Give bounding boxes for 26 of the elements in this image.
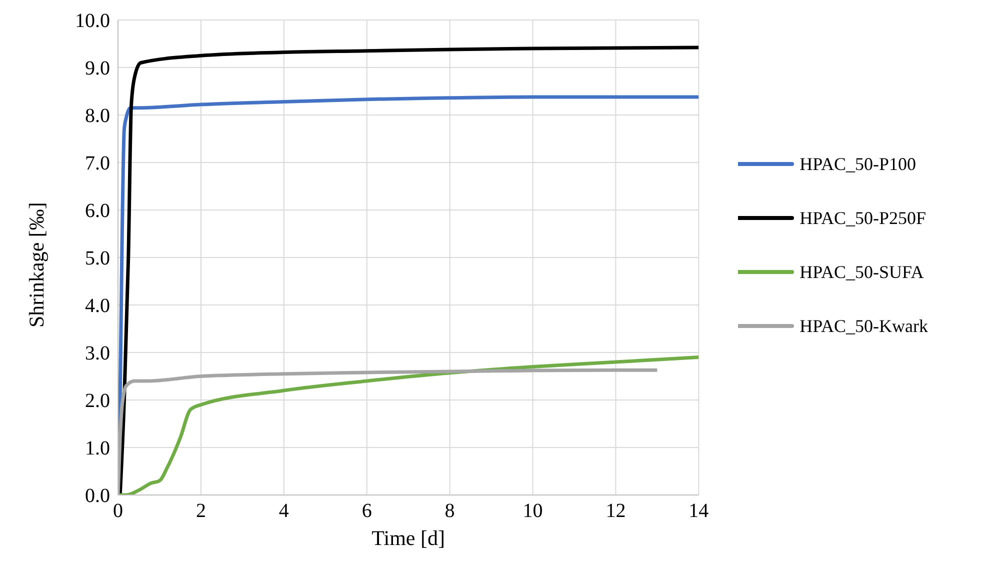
legend-label: HPAC_50-Kwark [800, 316, 928, 336]
y-tick-label: 9.0 [85, 58, 110, 80]
y-tick-label: 10.0 [75, 10, 110, 32]
x-tick-label: 2 [196, 500, 206, 522]
y-tick-label: 0.0 [85, 485, 110, 508]
x-axis-title: Time [d] [372, 526, 445, 550]
x-tick-label: 10 [522, 500, 543, 522]
y-tick-label: 1.0 [85, 438, 110, 460]
legend-label: HPAC_50-P100 [800, 154, 916, 174]
x-tick-label: 12 [606, 500, 626, 522]
line-series [118, 368, 659, 495]
y-tick-label: 4.0 [85, 295, 110, 318]
y-tick-label: 8.0 [85, 105, 110, 128]
x-tick-label: 6 [362, 500, 372, 522]
x-tick-label: 4 [278, 500, 289, 522]
y-tick-label: 7.0 [85, 152, 110, 175]
x-tick-label: 0 [113, 500, 123, 522]
y-tick-label: 3.0 [85, 342, 110, 365]
legend-label: HPAC_50-P250F [800, 208, 926, 228]
legend-label: HPAC_50-SUFA [800, 262, 924, 282]
x-tick-label: 8 [444, 500, 455, 522]
y-tick-label: 6.0 [85, 200, 110, 222]
y-axis-title: Shrinkage [‰] [24, 202, 48, 328]
y-tick-label: 2.0 [85, 390, 110, 412]
x-tick-label: 14 [688, 500, 709, 522]
y-tick-label: 5.0 [85, 248, 110, 270]
